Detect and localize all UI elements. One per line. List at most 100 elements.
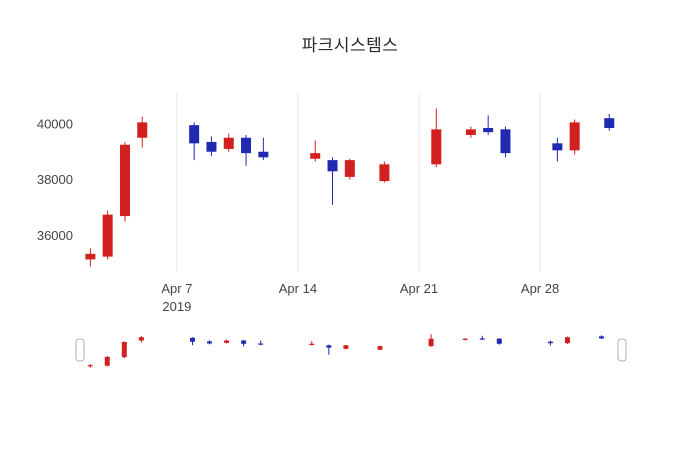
mini-candle-apr-17 <box>343 344 349 350</box>
candle-body <box>326 345 332 348</box>
candle-apr-8 <box>189 122 200 161</box>
candle-body <box>377 346 383 350</box>
candle-body <box>496 338 502 344</box>
mini-candle-apr-25 <box>479 335 485 340</box>
candle-apr-9 <box>206 136 217 156</box>
plot-area[interactable] <box>80 93 630 272</box>
candle-body <box>207 341 213 344</box>
mini-candle-apr-10 <box>224 339 230 344</box>
mini-candle-apr-12 <box>258 340 264 346</box>
candle-body <box>500 129 511 154</box>
candle-apr-11 <box>241 134 252 166</box>
candle-body <box>310 153 321 159</box>
candle-body <box>85 253 96 260</box>
candle-apr-29 <box>552 137 563 162</box>
candle-body <box>87 365 93 367</box>
mini-candle-apr-26 <box>496 338 502 345</box>
candle-apr-19 <box>379 161 390 183</box>
candles-main <box>85 108 615 267</box>
mini-candle-apr-16 <box>326 344 332 355</box>
mini-candle-apr-29 <box>547 340 553 346</box>
candle-apr-10 <box>223 133 234 152</box>
candle-apr-22 <box>431 108 442 168</box>
candle-apr-2 <box>85 248 96 267</box>
mini-candle-apr-2 <box>87 363 93 368</box>
candle-body <box>479 338 485 340</box>
candle-body <box>241 340 247 344</box>
candle-apr-3 <box>102 210 113 260</box>
candle-body <box>552 143 563 151</box>
rangeslider-left-handle[interactable] <box>75 338 85 362</box>
x-tick-year-label: 2019 <box>162 299 191 314</box>
candle-body <box>569 122 580 151</box>
rangeslider-track[interactable] <box>80 327 622 373</box>
y-tick-label: 40000 <box>37 116 73 131</box>
x-tick-label: Apr 7 <box>161 281 192 296</box>
candle-body <box>258 151 269 158</box>
candles-rangeslider <box>87 334 605 368</box>
candle-apr-15 <box>310 140 321 162</box>
candle-body <box>564 337 570 344</box>
mini-candle-apr-8 <box>189 337 195 346</box>
candle-body <box>138 337 144 341</box>
candle-body <box>206 141 217 152</box>
candle-body <box>465 129 476 135</box>
x-tick-label: Apr 28 <box>521 281 559 296</box>
x-tick-label: Apr 21 <box>400 281 438 296</box>
candle-apr-30 <box>569 119 580 155</box>
candle-may-2 <box>604 113 615 131</box>
candle-body <box>604 118 615 128</box>
candle-body <box>462 338 468 340</box>
mini-candle-may-2 <box>599 335 605 340</box>
candle-body <box>104 356 110 366</box>
mini-candle-apr-3 <box>104 355 110 367</box>
x-tick-label: Apr 14 <box>279 281 317 296</box>
chart-title: 파크시스템스 <box>301 36 399 55</box>
mini-candle-apr-30 <box>564 336 570 345</box>
candle-body <box>224 340 230 343</box>
x-axis-tick-labels: Apr 7 2019 Apr 14 Apr 21 Apr 28 <box>161 281 559 314</box>
mini-candle-apr-19 <box>377 345 383 350</box>
mini-candle-apr-9 <box>207 340 213 345</box>
mini-candle-apr-11 <box>241 339 247 347</box>
candle-body <box>599 336 605 339</box>
y-tick-label: 36000 <box>37 228 73 243</box>
candle-body <box>102 214 113 257</box>
candle-body <box>137 122 148 138</box>
y-axis-tick-labels: 36000 38000 40000 <box>37 116 73 243</box>
candle-body <box>119 144 130 217</box>
candle-apr-5 <box>137 116 148 148</box>
rangeslider <box>75 327 627 373</box>
mini-candle-apr-5 <box>138 336 144 343</box>
candle-body <box>327 160 338 172</box>
mini-candle-apr-4 <box>121 341 127 359</box>
rangeslider-right-handle[interactable] <box>617 338 627 362</box>
candle-body <box>428 338 434 347</box>
mini-candle-apr-15 <box>309 341 315 346</box>
candle-apr-26 <box>500 126 511 158</box>
mini-candle-apr-22 <box>428 334 434 347</box>
candle-body <box>189 337 195 342</box>
candle-body <box>121 341 127 358</box>
candle-body <box>547 341 553 344</box>
gridlines <box>176 93 541 272</box>
candle-body <box>241 137 252 154</box>
candle-body <box>223 137 234 149</box>
candle-body <box>309 343 315 345</box>
candle-body <box>343 345 349 349</box>
mini-candle-apr-24 <box>462 338 468 341</box>
candle-apr-12 <box>258 137 269 161</box>
y-tick-label: 38000 <box>37 172 73 187</box>
candle-body <box>483 127 494 133</box>
candle-apr-17 <box>344 158 355 180</box>
candle-body <box>344 160 355 177</box>
candle-apr-16 <box>327 157 338 205</box>
candle-body <box>258 343 264 345</box>
candle-apr-25 <box>483 115 494 135</box>
candle-body <box>379 164 390 182</box>
candle-body <box>189 125 200 144</box>
candle-apr-4 <box>119 141 130 222</box>
candle-body <box>431 129 442 165</box>
